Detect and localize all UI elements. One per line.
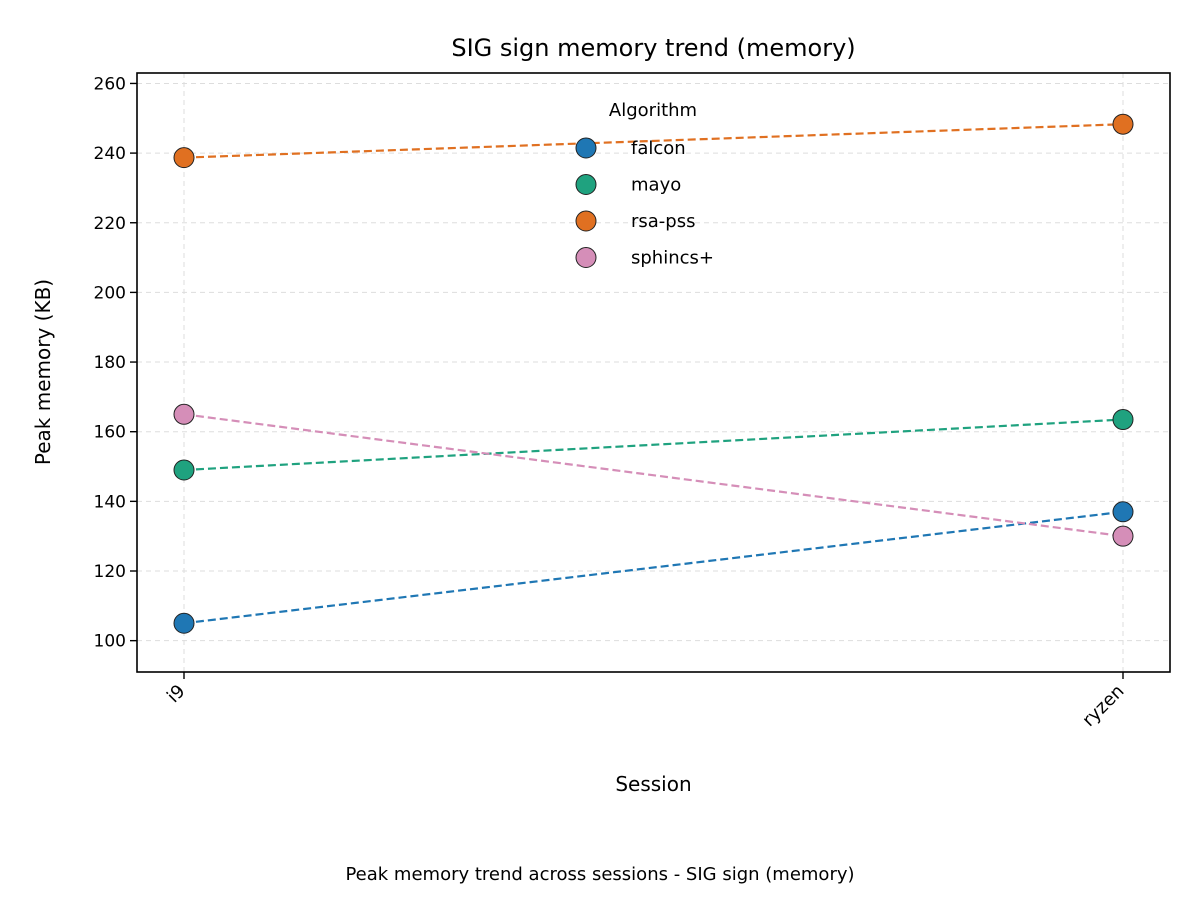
- y-tick-label: 220: [94, 214, 126, 234]
- figure-caption: Peak memory trend across sessions - SIG …: [345, 864, 855, 885]
- legend-label: rsa-pss: [631, 211, 696, 232]
- x-axis: i9 ryzen: [163, 672, 1129, 731]
- legend-marker: [575, 210, 597, 232]
- y-tick-label: 140: [94, 492, 126, 512]
- series-lines: [183, 123, 1124, 625]
- series-line-rsa-pss: [183, 123, 1124, 159]
- legend-label: falcon: [631, 138, 686, 159]
- y-tick-label: 120: [94, 562, 126, 582]
- series-line-sphincs+: [183, 413, 1124, 538]
- legend-label: sphincs+: [631, 248, 714, 269]
- series-points: [173, 113, 1134, 634]
- legend: Algorithm falcon mayo rsa-pss sphincs+: [575, 100, 714, 269]
- legend-marker: [575, 247, 597, 268]
- series-line-falcon: [183, 510, 1124, 625]
- chart-title: SIG sign memory trend (memory): [451, 34, 855, 62]
- x-axis-label: Session: [615, 772, 691, 796]
- data-point-mayo: [173, 459, 195, 481]
- y-tick-label: 180: [94, 353, 126, 373]
- plot-frame: [136, 72, 1171, 673]
- legend-marker: [575, 174, 597, 195]
- grid: [137, 73, 1170, 672]
- y-tick-label: 240: [94, 144, 126, 164]
- y-axis: 100 120 140 160 180 200 220 240 260: [94, 74, 137, 652]
- legend-marker: [575, 137, 597, 159]
- legend-title: Algorithm: [609, 100, 697, 121]
- y-tick-label: 260: [94, 74, 126, 94]
- legend-label: mayo: [631, 175, 681, 196]
- y-axis-label: Peak memory (KB): [31, 279, 55, 465]
- data-point-mayo: [1112, 409, 1134, 431]
- x-tick-label: ryzen: [1078, 681, 1128, 731]
- series-line-mayo: [183, 418, 1124, 472]
- data-point-falcon: [1112, 501, 1134, 523]
- data-point-rsa-pss: [173, 147, 195, 169]
- y-tick-label: 100: [94, 632, 126, 652]
- data-point-sphincs+: [173, 403, 195, 425]
- data-point-rsa-pss: [1112, 113, 1134, 135]
- data-point-falcon: [173, 612, 195, 634]
- y-tick-label: 200: [94, 283, 126, 303]
- data-point-sphincs+: [1112, 525, 1134, 547]
- x-tick-label: i9: [163, 681, 189, 707]
- y-tick-label: 160: [94, 423, 126, 443]
